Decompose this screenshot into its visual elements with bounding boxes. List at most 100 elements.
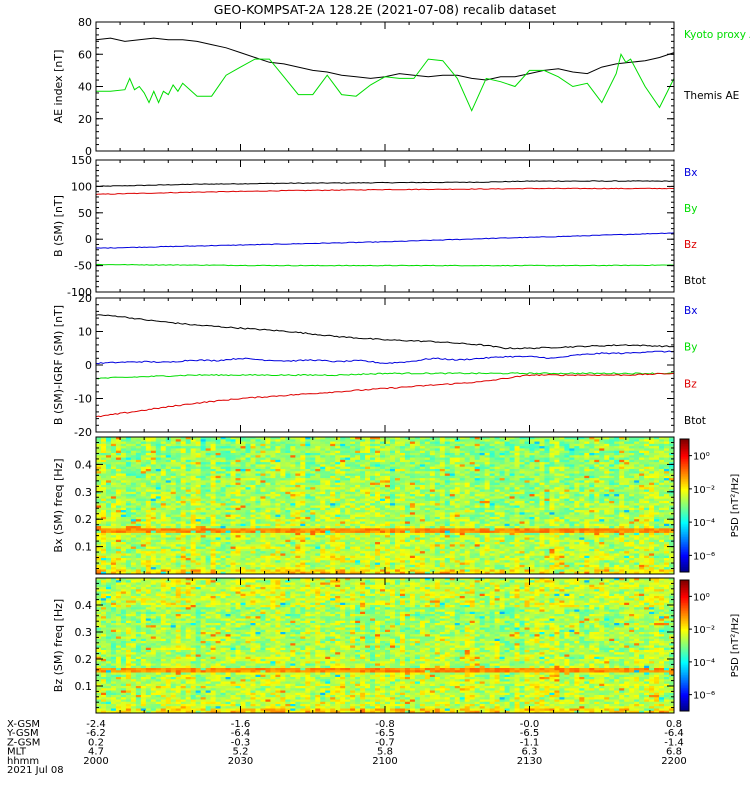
heatmap-cell <box>320 468 326 472</box>
heatmap-cell <box>105 475 112 479</box>
heatmap-cell <box>96 439 102 442</box>
heatmap-cell <box>619 464 625 468</box>
heatmap-cell <box>100 464 107 468</box>
heatmap-cell <box>120 475 127 479</box>
heatmap-cell <box>444 457 451 461</box>
heatmap-cell <box>375 484 381 488</box>
legend-entry-p2-1: By <box>684 342 697 354</box>
heatmap-cell <box>265 468 271 472</box>
heatmap-cell <box>300 466 306 470</box>
heatmap-cell <box>439 459 446 463</box>
heatmap-cell <box>225 439 231 442</box>
heatmap-cell <box>270 475 276 479</box>
heatmap-cell <box>424 450 431 454</box>
heatmap-cell <box>514 457 520 461</box>
heatmap-cell <box>594 484 600 488</box>
heatmap-cell <box>649 498 655 502</box>
heatmap-cell <box>524 505 530 509</box>
heatmap-cell <box>659 478 665 481</box>
heatmap-cell <box>270 516 276 520</box>
heatmap-cell <box>654 448 660 452</box>
heatmap-cell <box>115 496 122 500</box>
heatmap-cell <box>120 519 127 522</box>
heatmap-cell <box>394 471 401 474</box>
heatmap-cell <box>310 510 316 513</box>
heatmap-cell <box>205 507 211 511</box>
heatmap-cell <box>330 516 336 520</box>
heatmap-cell <box>554 503 560 506</box>
heatmap-cell <box>280 516 286 520</box>
heatmap-cell <box>544 457 550 461</box>
heatmap-cell <box>215 516 221 520</box>
heatmap-cell <box>539 475 545 479</box>
heatmap-cell <box>285 507 291 511</box>
heatmap-cell <box>559 450 565 454</box>
heatmap-cell <box>629 464 635 468</box>
heatmap-cell <box>325 455 331 458</box>
heatmap-cell <box>325 468 331 472</box>
heatmap-cell <box>404 437 411 440</box>
heatmap-cell <box>110 443 117 447</box>
heatmap-cell <box>659 496 665 500</box>
heatmap-cell <box>599 480 605 484</box>
heatmap-cell <box>439 457 446 461</box>
heatmap-cell <box>335 505 341 509</box>
heatmap-cell <box>644 478 650 481</box>
heatmap-cell <box>504 464 510 468</box>
heatmap-cell <box>464 500 471 504</box>
heatmap-cell <box>350 510 356 513</box>
heatmap-cell <box>355 514 361 518</box>
heatmap-cell <box>380 466 386 470</box>
heatmap-cell <box>335 437 341 440</box>
heatmap-cell <box>404 466 411 470</box>
heatmap-cell <box>300 494 306 497</box>
heatmap-cell <box>310 473 316 477</box>
heatmap-cell <box>424 446 431 449</box>
heatmap-cell <box>190 446 197 449</box>
heatmap-cell <box>539 452 545 456</box>
heatmap-cell <box>230 500 236 504</box>
heatmap-cell <box>320 462 326 465</box>
heatmap-cell <box>389 478 396 481</box>
heatmap-cell <box>504 526 510 529</box>
heatmap-cell <box>140 494 147 497</box>
heatmap-cell <box>449 498 456 502</box>
heatmap-cell <box>135 464 142 468</box>
heatmap-cell <box>544 498 550 502</box>
heatmap-cell <box>614 523 620 527</box>
heatmap-cell <box>340 448 346 452</box>
heatmap-cell <box>170 494 177 497</box>
heatmap-cell <box>439 505 446 509</box>
heatmap-cell <box>664 455 670 458</box>
heatmap-cell <box>414 523 421 527</box>
heatmap-cell <box>419 487 426 490</box>
heatmap-cell <box>125 452 132 456</box>
heatmap-cell <box>180 500 187 504</box>
heatmap-cell <box>210 464 216 468</box>
heatmap-cell <box>285 521 291 525</box>
heatmap-cell <box>235 473 241 477</box>
heatmap-cell <box>96 494 102 497</box>
heatmap-cell <box>584 507 590 511</box>
heatmap-cell <box>609 500 615 504</box>
heatmap-cell <box>280 507 286 511</box>
heatmap-cell <box>654 521 660 525</box>
heatmap-cell <box>130 505 137 509</box>
heatmap-cell <box>305 482 311 486</box>
heatmap-cell <box>519 487 525 490</box>
heatmap-cell <box>345 494 351 497</box>
heatmap-cell <box>370 489 376 493</box>
heatmap-cell <box>235 484 241 488</box>
heatmap-cell <box>165 484 172 488</box>
heatmap-cell <box>260 505 266 509</box>
heatmap-cell <box>499 494 505 497</box>
heatmap-cell <box>549 510 555 513</box>
heatmap-cell <box>310 464 316 468</box>
heatmap-cell <box>399 478 406 481</box>
heatmap-cell <box>205 450 211 454</box>
heatmap-cell <box>140 482 147 486</box>
heatmap-cell <box>145 516 152 520</box>
heatmap-cell <box>609 473 615 477</box>
heatmap-cell <box>310 523 316 527</box>
heatmap-cell <box>310 491 316 495</box>
